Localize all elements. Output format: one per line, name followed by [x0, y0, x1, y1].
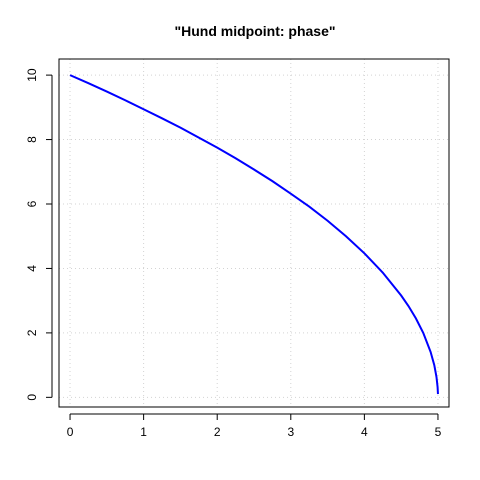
y-tick-label: 4 — [25, 265, 39, 272]
x-tick-label: 1 — [140, 425, 147, 439]
series-line-1 — [69, 74, 439, 395]
y-tick-label: 10 — [25, 68, 39, 82]
grid — [59, 59, 449, 407]
x-tick-label: 0 — [67, 425, 74, 439]
x-axis: 0 1 2 3 4 5 — [67, 413, 442, 439]
plot-area — [69, 74, 439, 395]
plot-frame — [58, 58, 450, 408]
y-tick-label: 0 — [25, 394, 39, 401]
x-tick-label: 3 — [287, 425, 294, 439]
y-axis: 0 2 4 6 8 10 — [25, 68, 53, 401]
y-tick-label: 8 — [25, 136, 39, 143]
x-tick-label: 5 — [435, 425, 442, 439]
y-tick-label: 6 — [25, 200, 39, 207]
x-tick-label: 2 — [214, 425, 221, 439]
chart-title: "Hund midpoint: phase" — [174, 23, 335, 39]
x-tick-label: 4 — [361, 425, 368, 439]
y-tick-label: 2 — [25, 329, 39, 336]
